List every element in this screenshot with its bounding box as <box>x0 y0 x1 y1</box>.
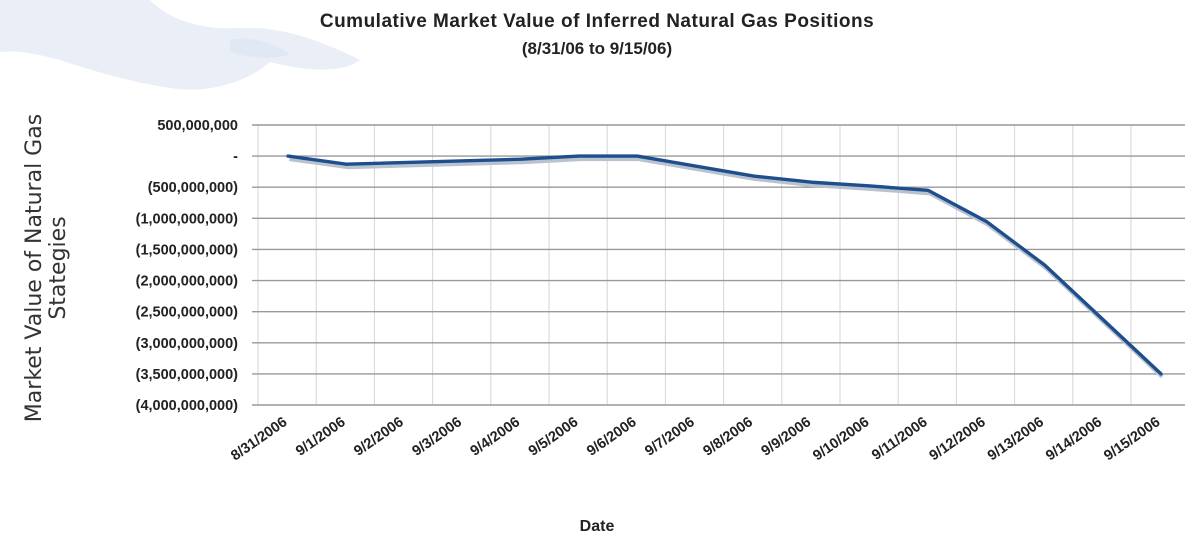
x-tick-label: 9/8/2006 <box>700 414 755 459</box>
y-tick-label: (4,000,000,000) <box>136 398 239 414</box>
x-tick-label: 9/12/2006 <box>927 414 989 464</box>
x-tick-label: 9/5/2006 <box>526 414 581 459</box>
y-tick-label: - <box>233 149 238 165</box>
chart-subtitle: (8/31/06 to 9/15/06) <box>521 39 673 58</box>
x-tick-label: 9/7/2006 <box>642 414 697 459</box>
series-line-shadow <box>289 156 1165 379</box>
x-tick-label: 9/2/2006 <box>351 414 406 459</box>
y-tick-label: 500,000,000 <box>157 118 238 134</box>
y-tick-label: (2,500,000,000) <box>136 305 239 321</box>
x-tick-label: 9/3/2006 <box>409 414 464 459</box>
x-tick-label: 8/31/2006 <box>228 414 290 464</box>
y-tick-label: (1,000,000,000) <box>136 211 239 227</box>
y-tick-label: (500,000,000) <box>148 180 238 196</box>
x-tick-label: 9/15/2006 <box>1101 414 1163 464</box>
x-tick-label: 9/6/2006 <box>584 414 639 459</box>
x-tick-label: 9/10/2006 <box>810 414 872 464</box>
x-axis-label: Date <box>579 518 615 535</box>
y-tick-label: (1,500,000,000) <box>136 242 239 258</box>
x-tick-label: 9/14/2006 <box>1043 414 1105 464</box>
y-tick-label: (3,000,000,000) <box>136 336 239 352</box>
x-tick-label: 9/11/2006 <box>869 414 930 464</box>
x-tick-label: 9/9/2006 <box>759 414 814 459</box>
y-tick-label: (3,500,000,000) <box>136 367 239 383</box>
x-tick-label: 9/1/2006 <box>293 414 348 459</box>
y-tick-label: (2,000,000,000) <box>136 274 239 290</box>
x-tick-label: 9/13/2006 <box>985 414 1047 464</box>
chart-title: Cumulative Market Value of Inferred Natu… <box>319 11 875 32</box>
background-watermark <box>0 0 360 90</box>
x-tick-label: 9/4/2006 <box>468 414 523 459</box>
series-line <box>286 154 1163 376</box>
